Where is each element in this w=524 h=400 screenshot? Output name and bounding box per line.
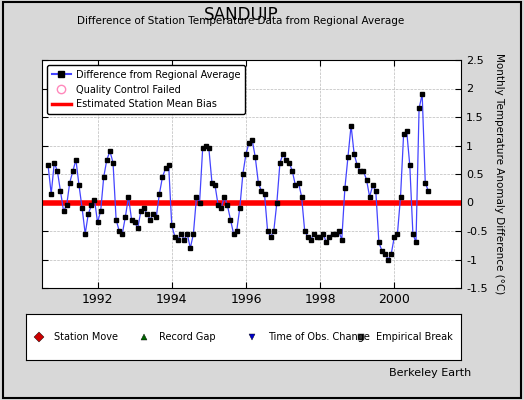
Text: Difference of Station Temperature Data from Regional Average: Difference of Station Temperature Data f… bbox=[78, 16, 405, 26]
Text: Empirical Break: Empirical Break bbox=[376, 332, 453, 342]
Text: SANDUIP: SANDUIP bbox=[204, 6, 278, 24]
Text: Time of Obs. Change: Time of Obs. Change bbox=[268, 332, 369, 342]
Y-axis label: Monthly Temperature Anomaly Difference (°C): Monthly Temperature Anomaly Difference (… bbox=[494, 53, 504, 295]
Text: Berkeley Earth: Berkeley Earth bbox=[389, 368, 472, 378]
Legend: Difference from Regional Average, Quality Control Failed, Estimated Station Mean: Difference from Regional Average, Qualit… bbox=[47, 65, 245, 114]
Text: Record Gap: Record Gap bbox=[159, 332, 215, 342]
Text: Station Move: Station Move bbox=[54, 332, 118, 342]
